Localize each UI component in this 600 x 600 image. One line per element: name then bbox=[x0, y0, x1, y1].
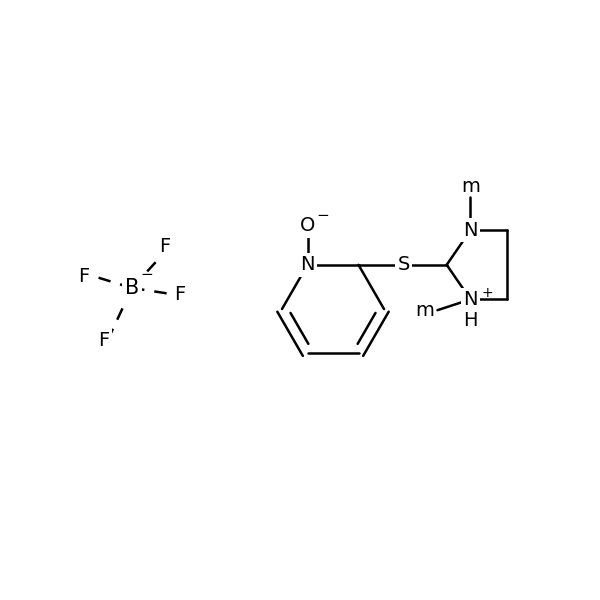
Text: m: m bbox=[415, 301, 434, 320]
Text: H: H bbox=[463, 311, 478, 330]
Text: O: O bbox=[300, 217, 315, 235]
Text: F: F bbox=[79, 266, 89, 286]
Text: F: F bbox=[98, 331, 109, 350]
Text: N: N bbox=[300, 256, 315, 274]
Text: S: S bbox=[397, 256, 410, 274]
Text: m: m bbox=[461, 177, 480, 196]
Text: B: B bbox=[125, 278, 139, 298]
Text: N: N bbox=[463, 221, 478, 240]
Text: +: + bbox=[481, 286, 493, 301]
Text: F: F bbox=[175, 284, 185, 304]
Text: N: N bbox=[463, 290, 478, 309]
Text: −: − bbox=[316, 208, 329, 223]
Text: −: − bbox=[140, 268, 154, 283]
Text: F: F bbox=[160, 236, 170, 256]
